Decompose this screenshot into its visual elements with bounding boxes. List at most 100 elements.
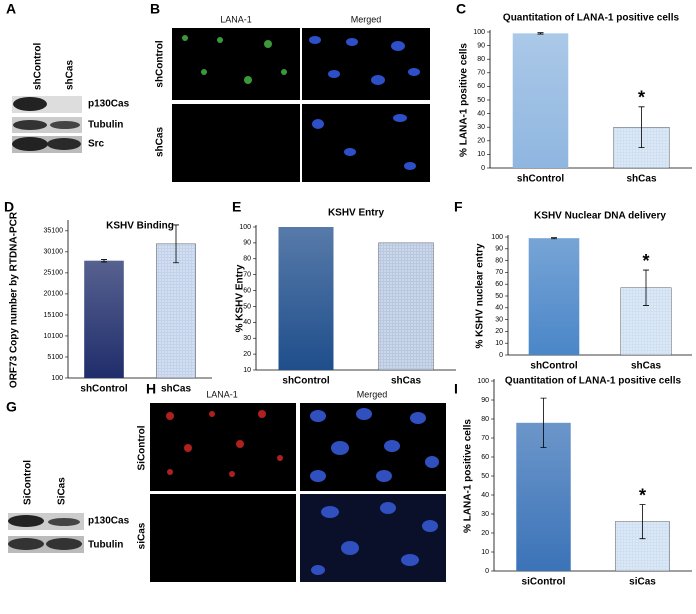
micrograph [150, 403, 296, 491]
panel-label: G [6, 399, 17, 415]
y-tick-label: 40 [495, 305, 503, 312]
blot-band [8, 515, 44, 527]
chart-title: Quantitation of LANA-1 positive cells [503, 13, 680, 24]
y-tick-label: 70 [481, 435, 489, 442]
column-label: Merged [357, 389, 388, 399]
y-tick-label: 10100 [44, 333, 64, 340]
x-tick-label: shControl [80, 384, 127, 395]
x-tick-label: shCas [391, 376, 421, 387]
y-tick-label: 70 [243, 272, 251, 279]
x-tick-label: shControl [517, 174, 564, 185]
column-label: LANA-1 [220, 14, 252, 24]
x-tick-label: shCas [161, 384, 191, 395]
bar [528, 238, 580, 355]
error-bar [173, 224, 179, 264]
blot-band [46, 538, 82, 550]
lane-label: shControl [33, 43, 44, 90]
y-tick-label: 50 [477, 97, 485, 104]
y-tick-label: 90 [243, 240, 251, 247]
lane-label: SiCas [57, 477, 68, 505]
y-tick-label: 25100 [44, 270, 64, 277]
bar [278, 227, 334, 370]
y-tick-label: 30 [495, 316, 503, 323]
panel-label: D [4, 199, 14, 215]
x-tick-label: siCas [629, 577, 656, 588]
y-tick-label: 30 [481, 511, 489, 518]
y-tick-label: 40 [243, 319, 251, 326]
bar [84, 260, 124, 378]
error-bar [639, 504, 646, 540]
y-tick-label: 90 [477, 42, 485, 49]
error-bar [643, 269, 649, 306]
x-tick-label: shCas [631, 361, 661, 372]
bar [155, 243, 196, 379]
column-label: LANA-1 [206, 389, 238, 399]
micrograph [302, 28, 430, 100]
y-tick-label: 10 [481, 549, 489, 556]
y-tick-label: 10 [243, 367, 251, 374]
panel-label: F [454, 199, 463, 215]
y-tick-label: 40 [481, 492, 489, 499]
y-tick-label: 20 [495, 328, 503, 335]
y-tick-label: 100 [477, 378, 489, 385]
y-tick-label: 20 [243, 351, 251, 358]
y-tick-label: 50 [243, 303, 251, 310]
blot-band [50, 121, 80, 129]
row-label: SiControl [137, 425, 148, 470]
y-tick-label: 15100 [44, 312, 64, 319]
band-label: Src [88, 139, 105, 150]
y-tick-label: 90 [495, 246, 503, 253]
y-tick-label: 100 [51, 375, 63, 382]
band-label: p130Cas [88, 99, 130, 110]
y-tick-label: 0 [485, 568, 489, 575]
y-tick-label: 10 [495, 340, 503, 347]
micrograph [172, 104, 300, 182]
blot-band [13, 120, 47, 130]
error-bar [638, 106, 645, 148]
y-axis-label: ORF73 Copy number by RTDNA-PCR [9, 211, 20, 388]
panel-label: B [150, 1, 160, 17]
y-tick-label: 80 [481, 416, 489, 423]
y-tick-label: 0 [481, 165, 485, 172]
error-bar [551, 237, 557, 240]
y-tick-label: 80 [495, 257, 503, 264]
y-tick-label: 20100 [44, 291, 64, 298]
nuclei-blue [309, 36, 420, 170]
band-label: Tubulin [88, 120, 123, 131]
band-label: Tubulin [88, 540, 123, 551]
error-bar [537, 32, 544, 35]
chart-title: KSHV Nuclear DNA delivery [534, 211, 666, 222]
panel-label: C [456, 1, 466, 17]
y-tick-label: 60 [477, 83, 485, 90]
y-axis-label: % LANA-1 positive cells [463, 419, 474, 533]
nuclei-blue [310, 408, 439, 575]
x-tick-label: siControl [522, 577, 566, 588]
panel-label: H [146, 381, 156, 397]
y-tick-label: 80 [243, 256, 251, 263]
blot-band [13, 97, 47, 111]
y-tick-label: 20 [477, 138, 485, 145]
y-tick-label: 50 [481, 473, 489, 480]
x-tick-label: shControl [282, 376, 329, 387]
y-tick-label: 50 [495, 293, 503, 300]
y-tick-label: 30 [477, 124, 485, 131]
y-tick-label: 35100 [44, 228, 64, 235]
y-tick-label: 0 [499, 352, 503, 359]
y-tick-label: 60 [243, 287, 251, 294]
y-tick-label: 10 [477, 151, 485, 158]
panel-label: A [6, 1, 16, 17]
significance-marker: * [642, 251, 649, 271]
x-tick-label: shCas [626, 174, 656, 185]
chart-title: KSHV Binding [106, 221, 174, 232]
y-tick-label: 30 [243, 335, 251, 342]
y-tick-label: 100 [239, 224, 251, 231]
blot-band [48, 518, 80, 526]
micrograph [172, 28, 300, 100]
panel-label: I [454, 381, 458, 397]
bar [512, 33, 569, 168]
y-tick-label: 100 [473, 29, 485, 36]
nuclei-green [182, 35, 287, 84]
x-tick-label: shControl [530, 361, 577, 372]
lane-label: SiControl [23, 460, 34, 505]
